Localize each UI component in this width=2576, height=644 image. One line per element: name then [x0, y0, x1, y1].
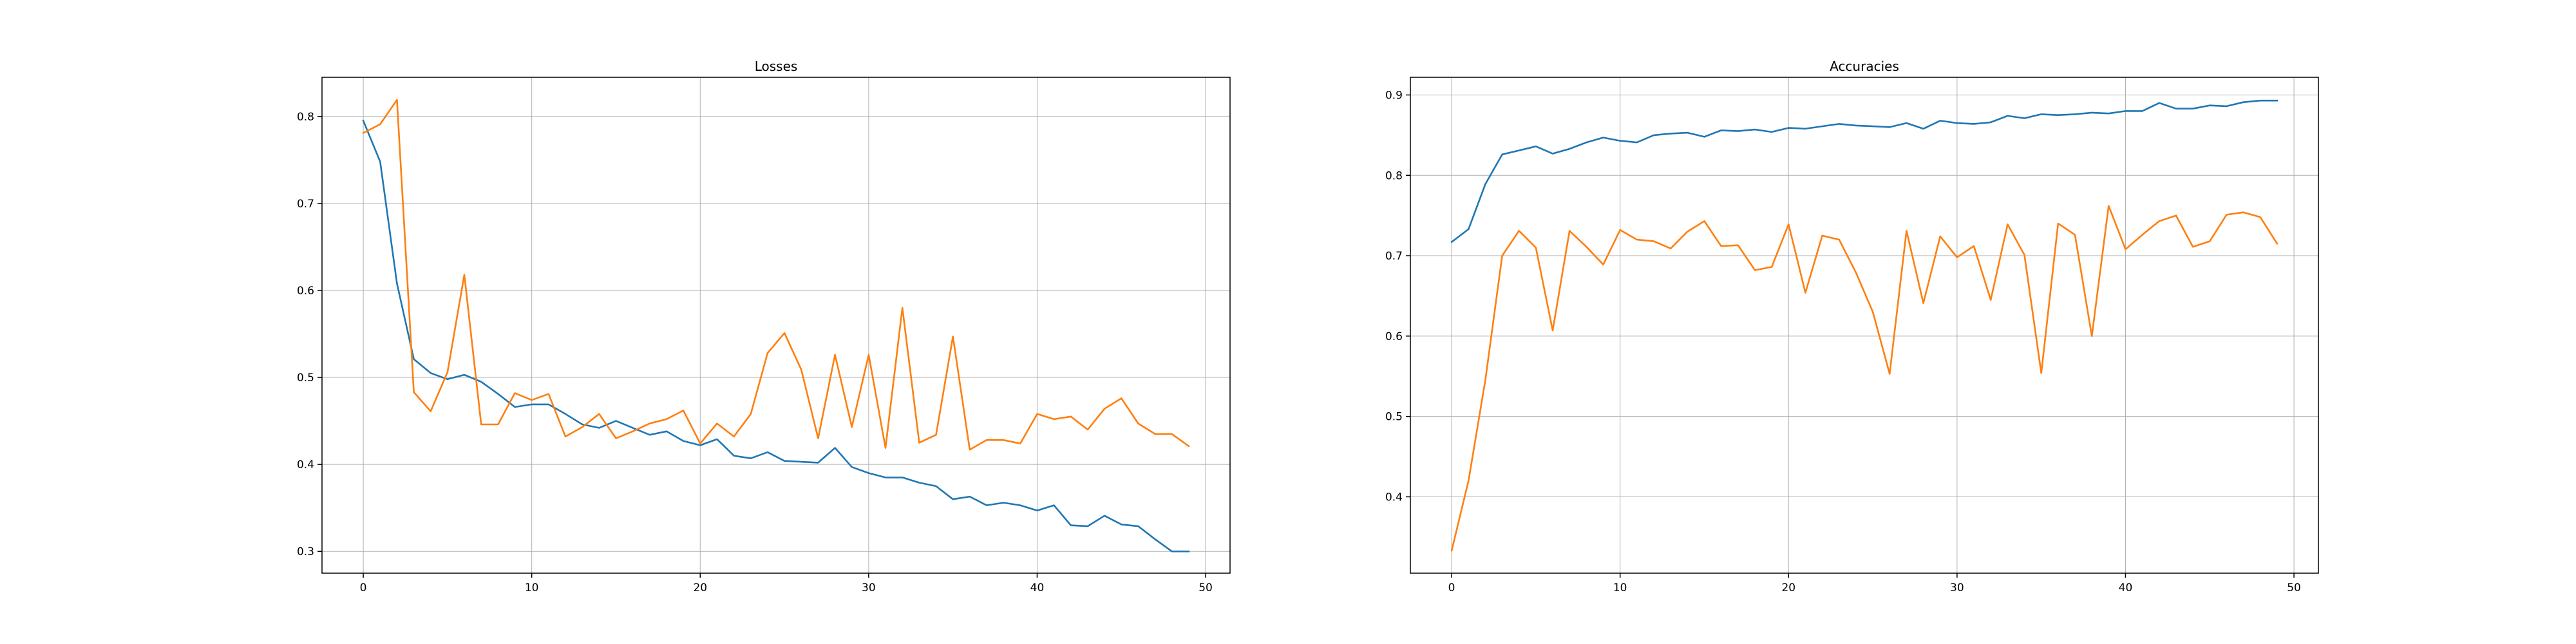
accuracies-x-tick-label-1: 10: [1613, 582, 1627, 594]
losses-x-tick-label-4: 40: [1030, 582, 1045, 594]
losses-x-tick-label-2: 20: [693, 582, 707, 594]
accuracies-y-tick-label-1: 0.5: [1385, 411, 1403, 424]
losses-x-tick-label-0: 0: [360, 582, 367, 594]
losses-x-tick-label-3: 30: [862, 582, 876, 594]
losses-y-tick-label-2: 0.5: [297, 372, 314, 384]
losses-grid: [322, 77, 1230, 573]
accuracies-plot-frame: [1410, 77, 2319, 574]
losses-y-tick-label-1: 0.4: [297, 459, 314, 471]
losses-title: Losses: [755, 59, 798, 74]
accuracies-y-tick-label-5: 0.9: [1385, 89, 1403, 102]
losses-x-tick-label-1: 10: [525, 582, 539, 594]
accuracies-grid: [1410, 77, 2318, 573]
accuracies-axes: 0 10 20 30 40 50 0.4 0.5 0.6 0.7 0.8 0.9: [1385, 89, 2301, 594]
accuracies-x-tick-label-5: 50: [2287, 582, 2301, 594]
accuracies-x-tick-label-4: 40: [2119, 582, 2133, 594]
losses-axes: 0 10 20 30 40 50 0.3 0.4 0.5 0.6 0.7 0.8: [297, 111, 1213, 594]
accuracies-series: [1450, 99, 2278, 552]
accuracies-y-tick-label-3: 0.7: [1385, 250, 1403, 263]
accuracies-x-tick-label-0: 0: [1448, 582, 1455, 594]
losses-y-tick-label-3: 0.6: [297, 285, 314, 298]
losses-chart: Losses 0 10 20 30 40 50 0.3 0.4 0.5 0.6 0.7 0.8: [297, 59, 1231, 594]
accuracies-y-tick-label-4: 0.8: [1385, 169, 1403, 182]
accuracies-series-line-1: [1450, 205, 2278, 552]
accuracies-chart: Accuracies 0 10 20 30 40 50 0.4 0.5 0.6 0.7 0.8 0.9: [1385, 59, 2319, 594]
accuracies-title: Accuracies: [1830, 59, 1899, 74]
losses-y-tick-label-0: 0.3: [297, 545, 314, 558]
losses-x-tick-label-5: 50: [1198, 582, 1213, 594]
accuracies-y-tick-label-2: 0.6: [1385, 330, 1403, 343]
accuracies-y-tick-label-0: 0.4: [1385, 491, 1403, 504]
losses-y-tick-label-5: 0.8: [297, 111, 314, 124]
accuracies-x-tick-label-3: 30: [1950, 582, 1964, 594]
accuracies-x-tick-label-2: 20: [1781, 582, 1795, 594]
losses-series-line-0: [362, 119, 1190, 553]
accuracies-series-line-0: [1450, 99, 2278, 243]
losses-plot-frame: [321, 77, 1231, 574]
losses-series: [362, 99, 1190, 553]
losses-y-tick-label-4: 0.7: [297, 198, 314, 211]
losses-series-line-1: [362, 99, 1190, 451]
